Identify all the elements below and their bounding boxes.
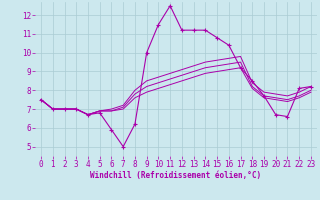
X-axis label: Windchill (Refroidissement éolien,°C): Windchill (Refroidissement éolien,°C)	[91, 171, 261, 180]
